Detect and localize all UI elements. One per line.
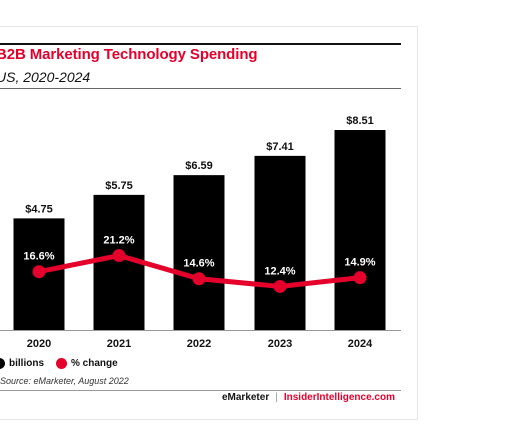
change-point-2024 [353, 271, 367, 285]
source-note: Source: eMarketer, August 2022 [0, 376, 129, 386]
x-tick-2024: 2024 [348, 338, 373, 350]
bar-label-2020: $4.75 [25, 203, 53, 215]
footer-rule [0, 390, 401, 391]
change-label-2024: 14.9% [344, 257, 375, 269]
change-label-2022: 14.6% [183, 258, 214, 270]
legend-label-billions: billions [9, 357, 44, 369]
subtitle-rule [0, 88, 401, 89]
x-axis-ticks: 2020 2021 2022 2023 2024 [27, 338, 373, 350]
labels-layer: $4.75 $5.75 $6.59 $7.41 $8.51 16.6% 21.2% 14.6%… [23, 115, 375, 277]
chart-title: B2B Marketing Technology Spending [0, 46, 258, 63]
legend-item-billions: billions [0, 357, 44, 369]
bar-2024 [334, 130, 386, 330]
bar-label-2021: $5.75 [105, 180, 133, 192]
legend-item-change: % change [56, 357, 118, 369]
x-tick-2022: 2022 [187, 338, 211, 350]
bar-2022 [173, 175, 225, 330]
bar-label-2022: $6.59 [185, 160, 213, 172]
red-dot-icon [56, 357, 67, 369]
x-tick-2021: 2021 [107, 338, 131, 350]
x-tick-2020: 2020 [27, 338, 51, 350]
footer-brand-emarketer: eMarketer [221, 392, 270, 403]
line-layer [32, 249, 367, 293]
bar-label-2024: $8.51 [346, 115, 374, 127]
change-point-2021 [112, 249, 126, 263]
change-label-2021: 21.2% [103, 235, 134, 247]
chart-subtitle: US, 2020-2024 [0, 69, 91, 85]
bar-label-2023: $7.41 [266, 141, 294, 153]
legend-label-change: % change [71, 357, 118, 369]
change-label-2020: 16.6% [23, 251, 54, 263]
change-point-2020 [32, 265, 46, 279]
x-tick-2023: 2023 [268, 338, 292, 350]
footer-separator: | [275, 392, 278, 403]
change-label-2023: 12.4% [264, 265, 295, 277]
legend: billions % change [0, 355, 130, 371]
footer: eMarketer | InsiderIntelligence.com [222, 392, 395, 403]
black-dot-icon [0, 357, 5, 369]
bar-2023 [254, 155, 306, 330]
change-point-2023 [273, 279, 287, 293]
footer-brand-insider: InsiderIntelligence.com [283, 392, 395, 403]
top-rule [0, 43, 401, 45]
change-point-2022 [192, 272, 206, 286]
